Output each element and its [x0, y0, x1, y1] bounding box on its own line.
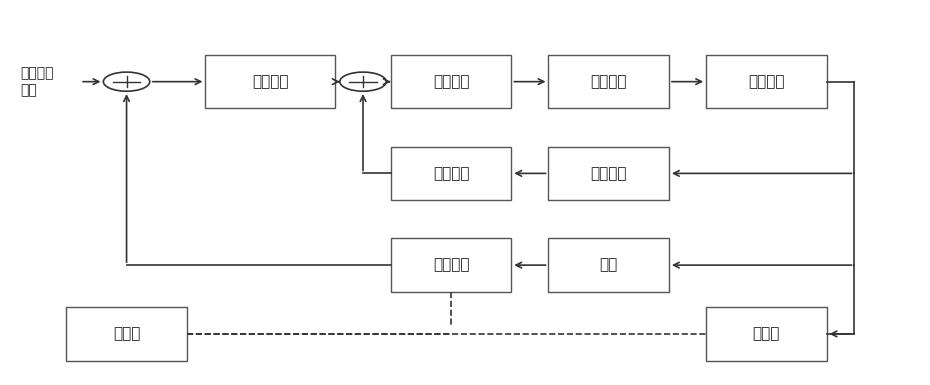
- FancyBboxPatch shape: [549, 238, 669, 292]
- FancyBboxPatch shape: [391, 55, 512, 109]
- FancyBboxPatch shape: [549, 55, 669, 109]
- FancyBboxPatch shape: [706, 307, 827, 361]
- FancyBboxPatch shape: [706, 55, 827, 109]
- Text: 减速齿轮: 减速齿轮: [748, 74, 785, 89]
- Text: 伺服电机: 伺服电机: [591, 74, 627, 89]
- Text: 笔录仪: 笔录仪: [113, 326, 140, 341]
- Text: 电位器: 电位器: [752, 326, 780, 341]
- FancyBboxPatch shape: [391, 147, 512, 200]
- FancyBboxPatch shape: [66, 307, 187, 361]
- Text: 雷达误差
信号: 雷达误差 信号: [20, 67, 53, 97]
- FancyBboxPatch shape: [206, 55, 335, 109]
- Text: 功率放大: 功率放大: [432, 74, 470, 89]
- Text: 陀螺解调: 陀螺解调: [432, 258, 470, 273]
- FancyBboxPatch shape: [549, 147, 669, 200]
- FancyBboxPatch shape: [391, 238, 512, 292]
- Text: 校正放大: 校正放大: [252, 74, 288, 89]
- Text: 调整系数: 调整系数: [432, 166, 470, 181]
- Text: 陀螺: 陀螺: [600, 258, 618, 273]
- Text: 测速电机: 测速电机: [591, 166, 627, 181]
